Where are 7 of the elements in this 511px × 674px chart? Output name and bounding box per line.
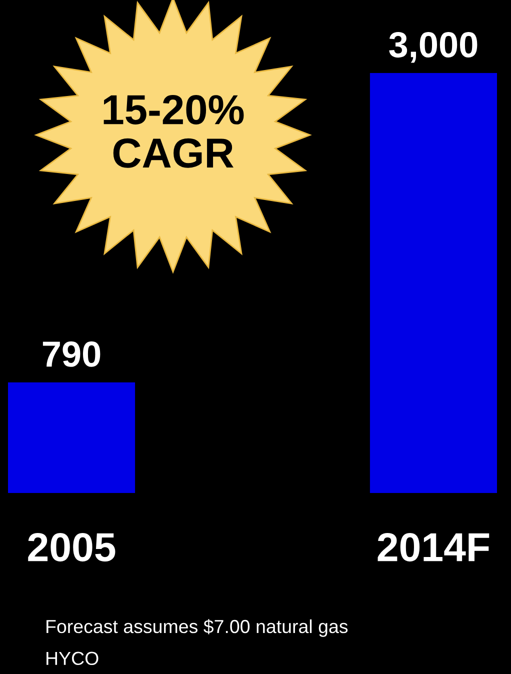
x-tick-label: 2005 bbox=[28, 532, 116, 562]
text: Forecast assumes $7.00 natural gas bbox=[46, 619, 348, 637]
text: HYCO bbox=[46, 652, 98, 666]
annotation: 15-20% CAGR bbox=[104, 94, 244, 168]
data-label: 790 bbox=[42, 341, 100, 367]
data-label: 3,000 bbox=[389, 32, 478, 63]
x-tick-label: 2014F bbox=[378, 532, 490, 562]
